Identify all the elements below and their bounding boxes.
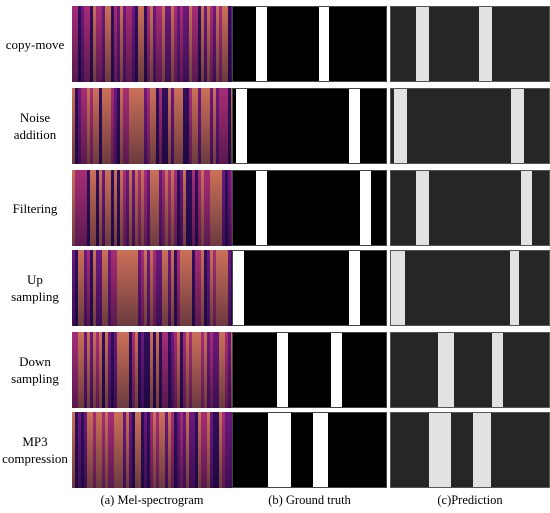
mel-spectrogram-image <box>72 88 232 164</box>
row-label-line: addition <box>13 127 57 142</box>
ground-truth-tampered-region <box>255 7 267 81</box>
ground-truth-tampered-region <box>236 89 247 163</box>
predicted-tampered-region <box>492 333 504 407</box>
mel-spectrogram-image <box>72 332 232 408</box>
row-label-line: Noise <box>19 110 51 125</box>
row-label-line: sampling <box>11 289 59 304</box>
mel-spectrogram-image <box>72 6 232 82</box>
row-label-line: Up <box>27 272 43 287</box>
row-label: Up sampling <box>0 271 70 305</box>
predicted-tampered-region <box>391 251 406 325</box>
prediction-mask <box>390 332 550 408</box>
ground-truth-mask <box>232 170 387 246</box>
prediction-mask <box>390 6 550 82</box>
caption-ground-truth: (b) Ground truth <box>268 493 351 507</box>
ground-truth-tampered-region <box>318 7 330 81</box>
row-label: Filtering <box>0 200 70 217</box>
predicted-tampered-region <box>416 7 429 81</box>
row-label-line: Down <box>19 354 51 369</box>
row-label: MP3 compression <box>0 433 70 467</box>
predicted-tampered-region <box>509 251 519 325</box>
ground-truth-tampered-region <box>312 413 328 487</box>
row-label-line: sampling <box>11 371 59 386</box>
prediction-mask <box>390 250 550 326</box>
predicted-tampered-region <box>511 89 524 163</box>
mel-spectrogram-image <box>72 412 232 488</box>
prediction-mask <box>390 88 550 164</box>
predicted-tampered-region <box>438 333 455 407</box>
ground-truth-tampered-region <box>349 251 360 325</box>
prediction-mask <box>390 170 550 246</box>
predicted-tampered-region <box>473 413 491 487</box>
ground-truth-tampered-region <box>255 171 267 245</box>
ground-truth-mask <box>232 412 387 488</box>
row-label: Noise addition <box>0 109 70 143</box>
row-label: copy-move <box>0 36 70 53</box>
ground-truth-tampered-region <box>277 333 289 407</box>
ground-truth-mask <box>232 88 387 164</box>
predicted-tampered-region <box>479 7 493 81</box>
mel-spectrogram-image <box>72 170 232 246</box>
ground-truth-tampered-region <box>233 251 244 325</box>
ground-truth-tampered-region <box>268 413 292 487</box>
prediction-mask <box>390 412 550 488</box>
predicted-tampered-region <box>394 89 407 163</box>
predicted-tampered-region <box>416 171 429 245</box>
ground-truth-mask <box>232 332 387 408</box>
row-label-line: MP3 <box>22 434 48 449</box>
caption-prediction: (c)Prediction <box>437 493 503 507</box>
predicted-tampered-region <box>520 171 532 245</box>
ground-truth-tampered-region <box>330 333 342 407</box>
ground-truth-tampered-region <box>349 89 360 163</box>
ground-truth-mask <box>232 250 387 326</box>
row-label-line: copy-move <box>5 36 65 52</box>
ground-truth-mask <box>232 6 387 82</box>
row-label: Down sampling <box>0 353 70 387</box>
row-label-line: Filtering <box>12 200 58 216</box>
ground-truth-tampered-region <box>359 171 371 245</box>
row-label-line: compression <box>2 451 68 466</box>
mel-spectrogram-image <box>72 250 232 326</box>
caption-mel-spectrogram: (a) Mel-spectrogram <box>100 493 204 507</box>
predicted-tampered-region <box>428 413 452 487</box>
